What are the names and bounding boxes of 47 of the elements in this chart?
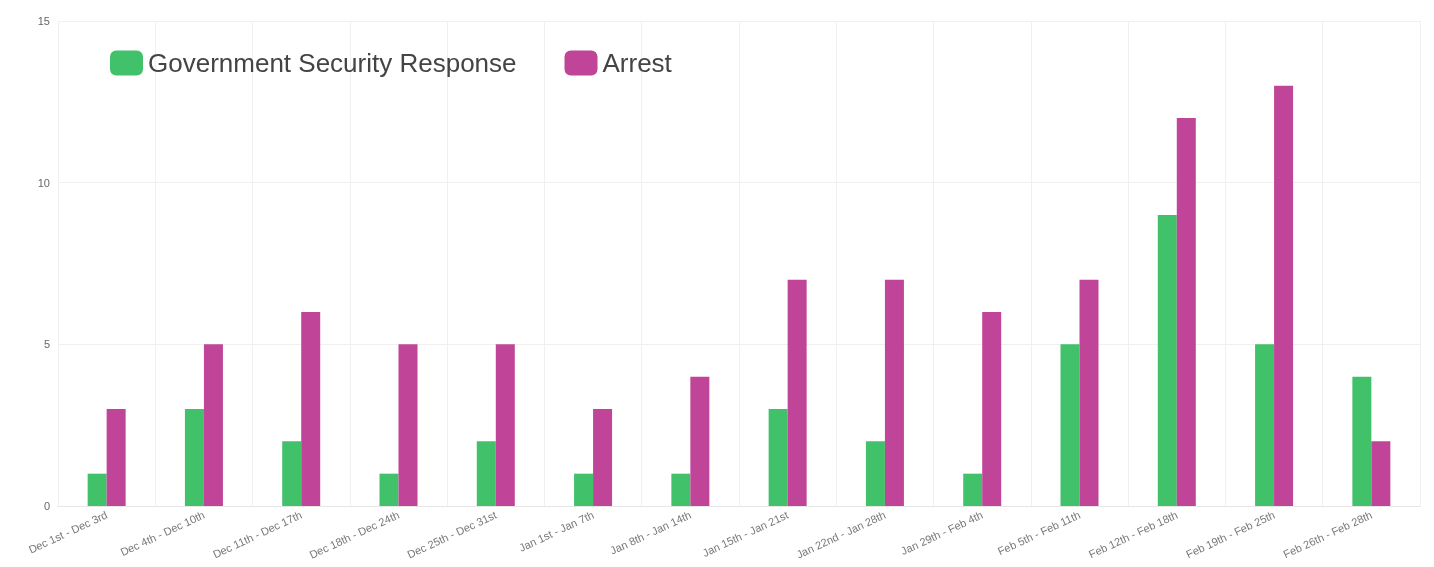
x-tick-label: Dec 25th - Dec 31st — [405, 508, 499, 561]
x-tick-label: Dec 11th - Dec 17th — [210, 508, 304, 561]
bar — [884, 279, 904, 506]
bar — [495, 344, 515, 506]
bar — [1255, 344, 1275, 506]
x-tick-label: Dec 18th - Dec 24th — [307, 508, 402, 561]
bar — [671, 473, 691, 506]
x-tick-label: Feb 26th - Feb 28th — [1281, 508, 1374, 561]
bar — [1274, 85, 1294, 506]
bar — [1176, 118, 1196, 506]
bar — [1079, 279, 1099, 506]
legend-label: Arrest — [602, 48, 673, 78]
y-tick-label: 10 — [37, 176, 50, 189]
bar — [301, 312, 321, 506]
bar — [1060, 344, 1080, 506]
x-tick-label: Jan 22nd - Jan 28th — [794, 508, 888, 561]
bar — [574, 473, 594, 506]
bar — [379, 473, 399, 506]
legend-label: Government Security Response — [148, 48, 517, 78]
bar — [184, 409, 204, 506]
x-tick-label: Jan 15th - Jan 21st — [700, 508, 791, 559]
bar — [203, 344, 223, 506]
x-tick-label: Feb 19th - Feb 25th — [1184, 508, 1277, 561]
bar — [106, 409, 126, 506]
x-tick-label: Jan 29th - Feb 4th — [898, 508, 985, 558]
x-tick-label: Dec 4th - Dec 10th — [118, 508, 207, 559]
bar — [398, 344, 418, 506]
bar — [768, 409, 788, 506]
x-tick-label: Feb 12th - Feb 18th — [1086, 508, 1180, 561]
bar — [282, 441, 302, 506]
bar — [593, 409, 613, 506]
bar — [690, 376, 710, 506]
y-tick-label: 5 — [43, 338, 50, 351]
bar — [865, 441, 885, 506]
bar — [1371, 441, 1391, 506]
y-tick-label: 0 — [43, 500, 50, 512]
bar — [963, 473, 983, 506]
bar — [87, 473, 107, 506]
x-tick-label: Feb 5th - Feb 11th — [995, 508, 1083, 558]
bar — [1352, 376, 1372, 506]
bar — [982, 312, 1002, 506]
bar — [1157, 215, 1177, 506]
x-tick-label: Jan 1st - Jan 7th — [516, 508, 596, 554]
bar — [787, 279, 807, 506]
y-tick-label: 15 — [37, 15, 50, 27]
bar — [476, 441, 496, 506]
x-tick-label: Jan 8th - Jan 14th — [608, 508, 693, 557]
